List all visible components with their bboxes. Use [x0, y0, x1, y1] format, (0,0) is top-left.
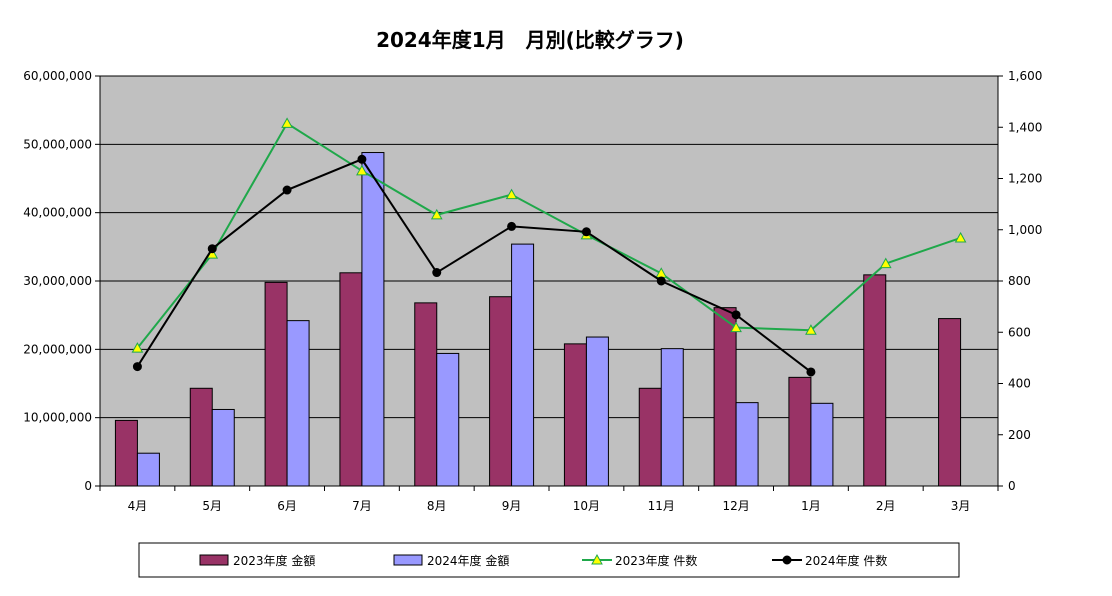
point: [132, 362, 142, 372]
legend-label: 2024年度 金額: [427, 553, 509, 568]
chart-title: 2024年度1月 月別(比較グラフ): [376, 28, 684, 52]
y-tick-label: 60,000,000: [23, 69, 92, 83]
x-tick-label: 8月: [427, 499, 447, 513]
y-tick-label: 30,000,000: [23, 274, 92, 288]
point: [505, 188, 518, 200]
bar: [788, 376, 812, 487]
y2-tick-label: 1,600: [1008, 69, 1042, 83]
point: [954, 231, 967, 243]
y-tick-label: 40,000,000: [23, 206, 92, 220]
bar: [211, 408, 235, 487]
y2-tick-label: 1,400: [1008, 120, 1042, 134]
x-tick-label: 10月: [573, 499, 600, 513]
y2-tick-label: 1,200: [1008, 172, 1042, 186]
x-tick-label: 2月: [876, 499, 896, 513]
x-tick-label: 5月: [202, 499, 222, 513]
x-tick-label: 4月: [128, 499, 148, 513]
y-tick-label: 10,000,000: [23, 411, 92, 425]
point: [581, 227, 591, 237]
point: [430, 208, 443, 220]
x-tick-label: 3月: [951, 499, 971, 513]
axes: [95, 75, 1003, 491]
bar: [713, 307, 737, 487]
point: [731, 310, 741, 320]
point: [879, 257, 892, 269]
legend-label: 2023年度 件数: [615, 553, 697, 568]
point: [207, 244, 217, 254]
y-tick-label: 50,000,000: [23, 137, 92, 151]
bar: [638, 387, 662, 487]
bar: [286, 320, 310, 487]
point: [806, 367, 816, 377]
y-tick-label: 20,000,000: [23, 342, 92, 356]
legend-label: 2024年度 件数: [805, 553, 887, 568]
x-tick-label: 6月: [277, 499, 297, 513]
line-series: [131, 117, 967, 377]
tick-labels: 0 10,000,000 20,000,000 30,000,000 40,000,00…: [23, 69, 1042, 513]
bar: [863, 274, 887, 487]
legend: 2023年度 金額 2024年度 金額 2023年度 件数 2024年度 件数: [138, 542, 960, 578]
bar: [264, 281, 288, 487]
series-line: [136, 122, 961, 349]
bar: [585, 336, 609, 487]
legend-box: [138, 542, 960, 578]
point: [782, 555, 792, 565]
bar: [339, 272, 363, 487]
x-tick-label: 12月: [722, 499, 749, 513]
bar: [361, 152, 385, 487]
point: [730, 321, 742, 333]
point: [131, 342, 144, 353]
bar: [489, 296, 513, 487]
legend-swatch: [199, 554, 229, 566]
bar: [136, 452, 160, 487]
bar: [735, 402, 759, 487]
bar: [189, 387, 213, 487]
bar: [810, 402, 834, 487]
x-tick-label: 7月: [352, 499, 372, 513]
y2-tick-label: 600: [1008, 325, 1031, 339]
point: [432, 268, 442, 278]
bar: [414, 302, 438, 487]
point: [281, 117, 293, 128]
y2-tick-label: 800: [1008, 274, 1031, 288]
point: [507, 221, 517, 231]
point: [591, 553, 603, 565]
legend-swatch: [393, 554, 423, 566]
x-tick-label: 11月: [648, 499, 675, 513]
y-tick-label: 0: [84, 479, 92, 493]
point: [356, 164, 368, 176]
point: [656, 276, 666, 286]
series-line: [136, 158, 812, 373]
bar: [114, 419, 138, 487]
point: [282, 185, 292, 195]
point: [805, 324, 817, 335]
x-tick-label: 9月: [502, 499, 522, 513]
y2-tick-label: 0: [1008, 479, 1016, 493]
y2-tick-label: 400: [1008, 377, 1031, 391]
y2-tick-label: 1,000: [1008, 223, 1042, 237]
bars: [114, 152, 962, 487]
bar: [511, 243, 535, 487]
point: [357, 154, 367, 164]
legend-label: 2023年度 金額: [233, 553, 315, 568]
bar: [938, 318, 962, 487]
bar: [436, 352, 460, 487]
y2-tick-label: 200: [1008, 428, 1031, 442]
bar: [660, 348, 684, 487]
bar: [563, 343, 587, 487]
x-tick-label: 1月: [801, 499, 821, 513]
